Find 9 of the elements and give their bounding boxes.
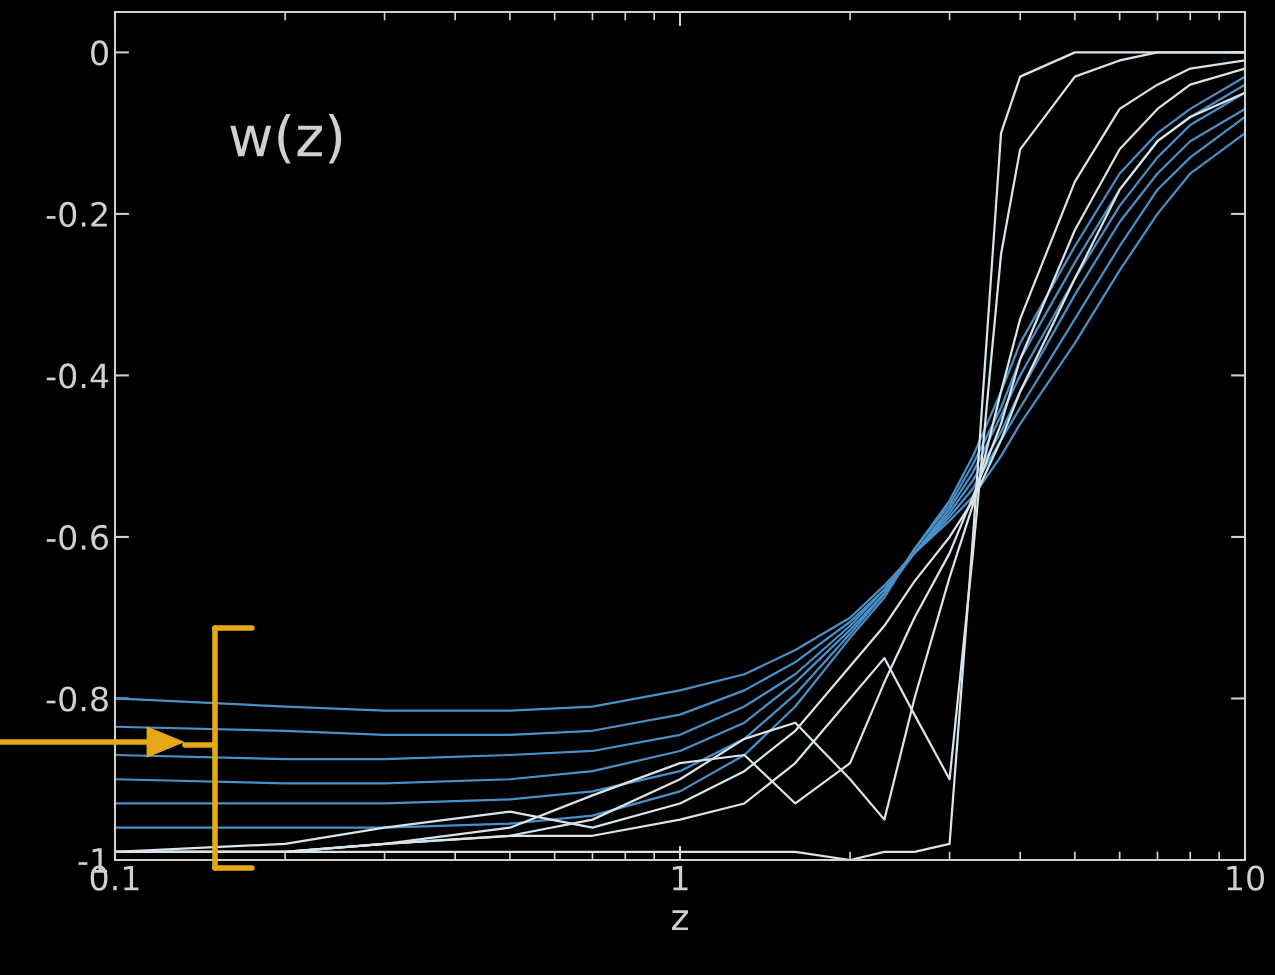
x-axis-title: z bbox=[672, 910, 688, 931]
y-tick-label: -0.2 bbox=[46, 201, 107, 228]
annotation: w(z) bbox=[230, 114, 342, 164]
y-tick-label: -0.6 bbox=[46, 524, 109, 551]
x-tick-label: 1 bbox=[673, 865, 688, 891]
y-tick-label: 0 bbox=[91, 40, 108, 66]
x-tick-label: 10 bbox=[1227, 865, 1264, 891]
y-tick-label: -0.4 bbox=[46, 363, 109, 389]
y-tick-label: -0.8 bbox=[46, 686, 108, 712]
